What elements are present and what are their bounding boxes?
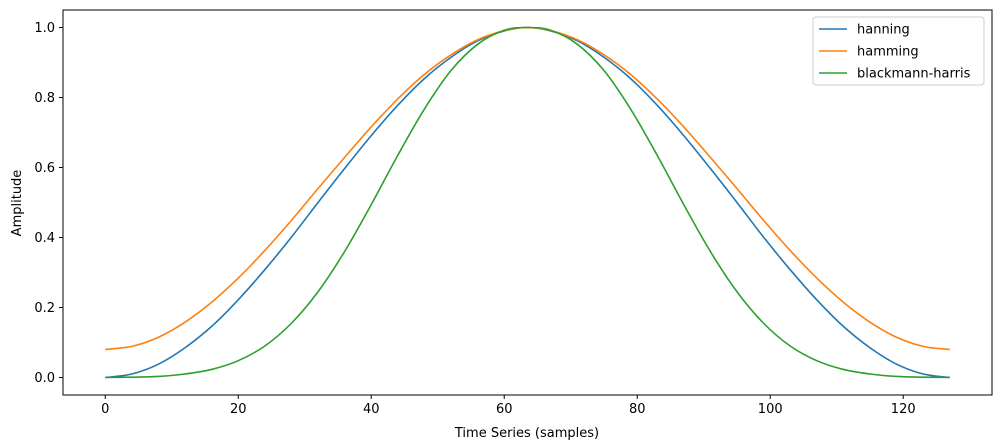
plot-lines <box>105 26 950 379</box>
y-tick-label: 0.2 <box>34 301 55 316</box>
y-axis-label: Amplitude <box>10 170 25 237</box>
y-tick-label: 0.6 <box>34 161 55 176</box>
x-tick-label: 20 <box>230 402 247 417</box>
legend-box <box>812 16 985 86</box>
x-tick-label: 80 <box>629 402 646 417</box>
plot-frame <box>62 9 993 396</box>
x-tick-label: 60 <box>496 402 513 417</box>
x-axis-label: Time Series (samples) <box>454 426 599 441</box>
x-axis-ticks: 0 20 40 60 80 100 120 <box>101 395 916 417</box>
x-tick-label: 0 <box>101 402 109 417</box>
legend: hanning hamming blackmann-harris <box>812 16 985 86</box>
y-tick-label: 0.0 <box>34 371 55 386</box>
legend-label-blackmann-harris: blackmann-harris <box>857 67 971 82</box>
x-tick-label: 120 <box>891 402 916 417</box>
legend-label-hamming: hamming <box>857 45 919 60</box>
series-line-blackmann-harris <box>105 26 950 379</box>
y-axis-ticks: 0.0 0.2 0.4 0.6 0.8 1.0 <box>34 21 63 386</box>
y-tick-label: 1.0 <box>34 21 55 36</box>
x-tick-label: 100 <box>758 402 783 417</box>
y-tick-label: 0.4 <box>34 231 55 246</box>
legend-label-hanning: hanning <box>857 23 910 38</box>
y-tick-label: 0.8 <box>34 91 55 106</box>
x-tick-label: 40 <box>363 402 380 417</box>
